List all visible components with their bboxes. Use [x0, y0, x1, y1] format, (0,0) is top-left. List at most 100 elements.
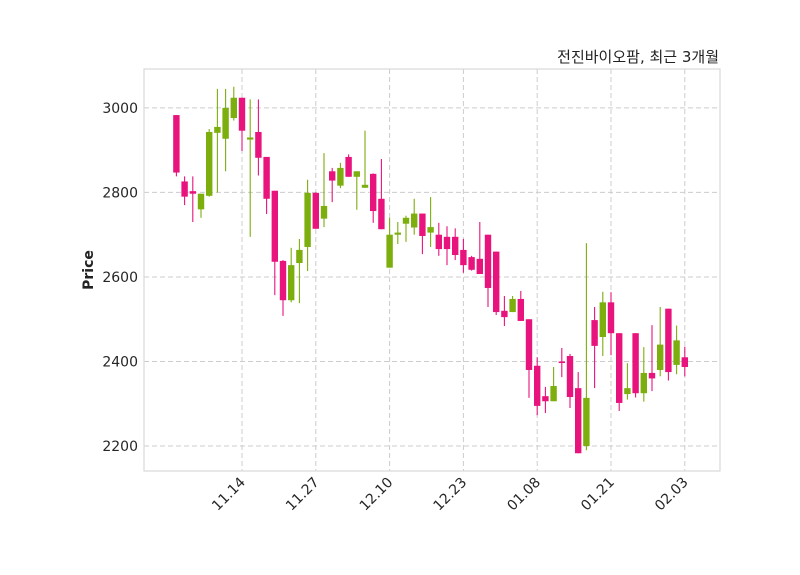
candle [501, 295, 508, 327]
candle-body [255, 131, 262, 158]
candle [665, 308, 672, 381]
candle-body [525, 319, 533, 370]
candle [402, 215, 410, 242]
candle [206, 129, 213, 197]
candle [173, 115, 180, 177]
candle [534, 357, 541, 416]
candle-body [181, 181, 188, 197]
candle-body [214, 126, 221, 133]
candle-body [206, 131, 213, 196]
candle [591, 306, 598, 389]
candle-body [263, 156, 270, 199]
candle-body [345, 156, 352, 177]
candle [394, 222, 401, 245]
candle-body [288, 265, 295, 301]
candle [599, 291, 606, 357]
candle-body [640, 372, 647, 394]
candle [288, 247, 295, 303]
candle-body [542, 396, 549, 402]
x-tick-label: 12.23 [431, 475, 471, 515]
candle [353, 171, 360, 210]
candle-body [607, 302, 615, 334]
candle [484, 234, 492, 307]
candle [255, 99, 262, 176]
candle-body [378, 198, 385, 230]
candle [525, 319, 533, 398]
candle [238, 97, 246, 152]
candle [624, 363, 631, 400]
candle [583, 243, 590, 451]
candle-body [312, 192, 319, 229]
candle-body [329, 171, 336, 181]
candle [443, 226, 451, 266]
grid-lines [144, 69, 720, 471]
candle-body [271, 190, 278, 262]
candle-body [566, 356, 574, 398]
candle-body [534, 365, 541, 406]
candle-body [673, 340, 680, 365]
candle [517, 290, 524, 321]
candle-body [238, 97, 246, 131]
candle-body [279, 260, 287, 301]
candle [370, 173, 377, 223]
candle [419, 213, 426, 255]
candle [550, 367, 557, 402]
candle [214, 88, 221, 193]
candle [558, 347, 565, 378]
candle-body [197, 193, 205, 210]
candle-body [222, 107, 229, 139]
candle-body [296, 249, 303, 264]
candle [575, 372, 582, 454]
candle [493, 251, 500, 316]
candle-body [476, 258, 483, 275]
candle-body [402, 217, 410, 224]
candle-body [632, 333, 639, 394]
candle-body [501, 310, 508, 318]
candle-body [337, 167, 344, 186]
candle [468, 255, 475, 271]
candle [197, 193, 205, 218]
candle-body [247, 137, 254, 140]
candle [632, 333, 639, 398]
candle-body [648, 372, 656, 379]
candle-body [558, 361, 565, 364]
candle-body [411, 213, 418, 228]
x-tick-label: 12.10 [357, 475, 397, 515]
candle [230, 86, 237, 121]
candle [566, 353, 574, 409]
candle-body [173, 115, 180, 173]
candle-body [304, 192, 311, 247]
candles [173, 86, 688, 454]
candle-body [230, 97, 237, 119]
x-tick-label: 02.03 [652, 475, 692, 515]
y-tick-label: 3000 [102, 101, 138, 117]
candle-body [386, 234, 393, 268]
candle [189, 176, 196, 223]
plot-frame [143, 68, 721, 472]
candle [648, 325, 656, 392]
y-tick-label: 2600 [102, 270, 138, 286]
candle [427, 197, 434, 247]
candle [460, 238, 467, 273]
candle [337, 162, 344, 189]
candle [279, 260, 287, 316]
x-tick-label: 01.08 [504, 475, 544, 515]
candle-body [361, 184, 369, 188]
candle-body [657, 344, 664, 370]
candle [304, 179, 311, 272]
chart-title: 전진바이오팜, 최근 3개월 [557, 48, 719, 66]
candle-body [517, 298, 524, 321]
candle [181, 176, 188, 206]
candle [411, 198, 418, 235]
candle [435, 222, 442, 256]
candle [452, 228, 459, 261]
candle-body [435, 234, 442, 250]
candle [361, 130, 369, 188]
candle-body [370, 173, 377, 212]
candle [509, 295, 516, 313]
x-tick-label: 01.21 [578, 475, 618, 515]
candle-body [189, 191, 196, 194]
candle-body [599, 302, 606, 337]
candle [640, 347, 647, 402]
